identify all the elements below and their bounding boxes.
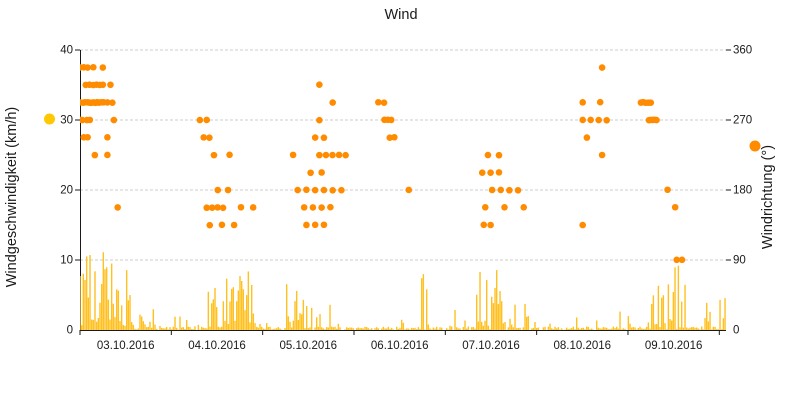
svg-text:03.10.2016: 03.10.2016 (97, 340, 155, 352)
svg-text:90: 90 (733, 255, 746, 267)
svg-text:40: 40 (60, 45, 73, 57)
svg-text:04.10.2016: 04.10.2016 (188, 340, 246, 352)
svg-text:08.10.2016: 08.10.2016 (554, 340, 612, 352)
svg-text:07.10.2016: 07.10.2016 (462, 340, 520, 352)
svg-text:Windrichtung (°): Windrichtung (°) (760, 145, 776, 249)
svg-text:360: 360 (733, 45, 752, 57)
svg-text:Windgeschwindigkeit (km/h): Windgeschwindigkeit (km/h) (4, 107, 20, 288)
svg-text:05.10.2016: 05.10.2016 (280, 340, 338, 352)
svg-text:30: 30 (60, 115, 73, 127)
svg-text:20: 20 (60, 185, 73, 197)
svg-text:10: 10 (60, 255, 73, 267)
svg-text:09.10.2016: 09.10.2016 (645, 340, 703, 352)
svg-text:270: 270 (733, 115, 752, 127)
svg-text:0: 0 (733, 325, 739, 337)
svg-text:0: 0 (67, 325, 73, 337)
svg-text:180: 180 (733, 185, 752, 197)
svg-text:06.10.2016: 06.10.2016 (371, 340, 429, 352)
svg-text:Wind: Wind (384, 7, 417, 23)
